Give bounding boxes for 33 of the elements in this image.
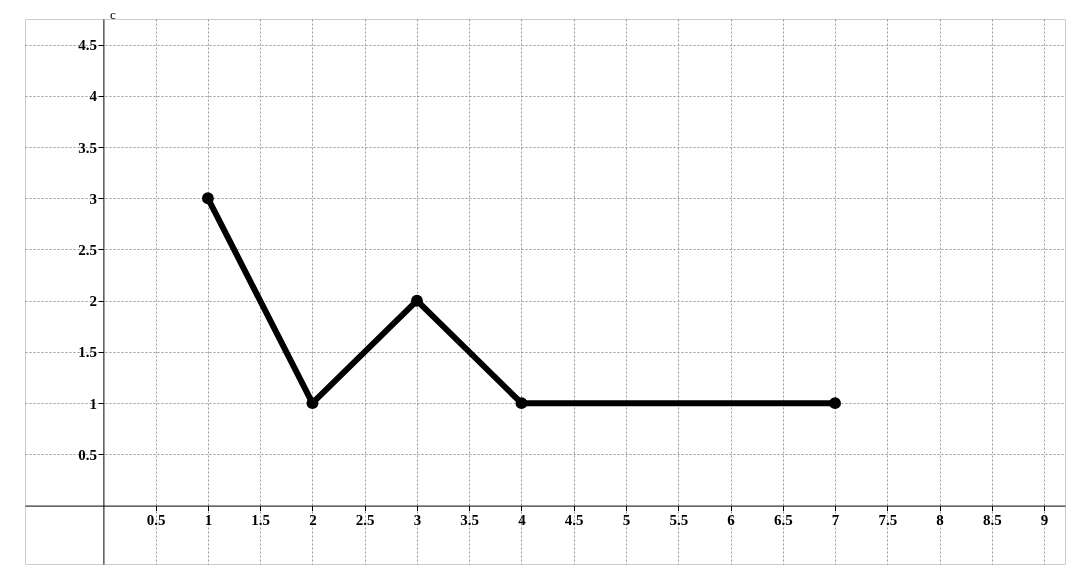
point bbox=[411, 294, 423, 307]
x-tick-label: 2.5 bbox=[355, 512, 375, 529]
x-tick-label: 4 bbox=[518, 512, 527, 529]
x-tick-label: 7.5 bbox=[878, 512, 898, 529]
point bbox=[202, 192, 214, 205]
y-tick-label: 0.5 bbox=[78, 446, 97, 463]
x-tick-label: 3 bbox=[413, 512, 422, 529]
y-tick-label: 1.5 bbox=[78, 344, 97, 361]
y-tick-label: 3 bbox=[89, 190, 97, 207]
x-tick-label: 6.5 bbox=[773, 512, 793, 529]
x-tick-label: 2 bbox=[309, 512, 317, 529]
y-tick-label: 3.5 bbox=[78, 139, 97, 156]
x-tick-label: 4.5 bbox=[564, 512, 584, 529]
y-tick-label: 2 bbox=[89, 293, 97, 310]
y-tick-label: 4.5 bbox=[78, 37, 97, 54]
y-tick-label: 2.5 bbox=[78, 242, 97, 258]
x-tick-label: 9 bbox=[1040, 512, 1049, 529]
x-tick-label: 1.5 bbox=[251, 512, 271, 529]
x-tick-label: 8 bbox=[936, 512, 944, 529]
y-tick-label: 1 bbox=[89, 395, 97, 412]
x-tick-label: 5 bbox=[622, 512, 631, 529]
point bbox=[515, 397, 528, 410]
y-tick-label: 4 bbox=[89, 88, 98, 105]
x-tick-label: 8.5 bbox=[982, 512, 1002, 529]
x-tick-label: 7 bbox=[831, 512, 840, 529]
y-axis-title: c bbox=[110, 6, 117, 22]
x-tick-label: 0.5 bbox=[146, 512, 166, 529]
point bbox=[829, 397, 841, 410]
point bbox=[306, 397, 319, 410]
x-tick-label: 6 bbox=[727, 512, 736, 529]
x-tick-label: 3.5 bbox=[460, 512, 480, 529]
x-tick-label: 1 bbox=[204, 512, 213, 529]
x-tick-label: 5.5 bbox=[669, 512, 689, 529]
